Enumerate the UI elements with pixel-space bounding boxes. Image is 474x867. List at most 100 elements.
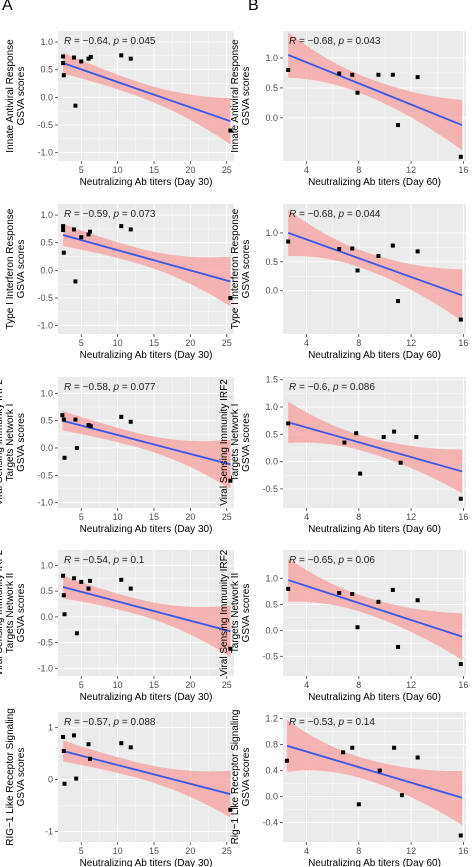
data-point: [286, 586, 291, 591]
y-tick-label: 0.0: [40, 612, 53, 622]
data-point: [79, 235, 84, 240]
x-axis-label: Neutralizing Ab titers (Day 60): [308, 524, 441, 535]
data-point: [286, 239, 291, 244]
data-point: [62, 455, 67, 460]
data-point: [79, 579, 84, 584]
data-point: [61, 61, 66, 66]
data-point: [399, 793, 404, 798]
y-tick-label: -1.0: [37, 321, 53, 331]
y-tick-label: 0.5: [40, 65, 53, 75]
data-point: [73, 279, 78, 284]
correlation-annotation: R = −0.64, p = 0.045: [64, 36, 156, 47]
y-tick-label: 0.0: [40, 443, 53, 453]
x-tick-label: 5: [79, 680, 84, 690]
chart-panel-b-2: 4 8 12 16 0.0 0.5 1.0 R = −0.68, p = 0.044 Neutr…: [230, 204, 468, 361]
y-tick-label: 1.2: [265, 714, 278, 724]
y-tick-label: 0.5: [265, 83, 278, 93]
y-tick-label: 1.0: [265, 228, 278, 238]
regression-line: [287, 421, 463, 473]
data-point: [61, 734, 66, 739]
regression-line: [287, 579, 463, 638]
x-tick-label: 10: [113, 338, 123, 348]
data-point: [72, 576, 76, 581]
data-point: [74, 776, 79, 781]
data-point: [119, 224, 124, 229]
x-tick-label: 15: [149, 512, 159, 522]
data-point: [396, 644, 401, 649]
correlation-annotation: R = −0.68, p = 0.044: [289, 209, 381, 220]
data-point: [228, 807, 233, 812]
data-point: [73, 417, 78, 422]
data-point: [119, 53, 124, 58]
data-point: [392, 429, 397, 434]
panel-letter-a: A: [2, 0, 13, 14]
x-tick-label: 4: [304, 165, 309, 175]
panel-letter-b: B: [248, 0, 259, 14]
x-tick-label: 10: [113, 680, 123, 690]
data-point: [88, 424, 93, 429]
regression-line: [287, 232, 463, 297]
y-axis-label: Innate Antiviral ResponseGSVA scores: [230, 39, 252, 153]
chart-panel-a-4: 5 10 15 20 25 -1.0 -0.5 0.0 0.5 1.0 R = −0.54, p =…: [0, 549, 234, 703]
confidence-band: [288, 209, 463, 322]
x-axis-label: Neutralizing Ab titers (Day 30): [80, 524, 213, 535]
x-tick-label: 8: [356, 846, 361, 856]
x-axis-label: Neutralizing Ab titers (Day 30): [80, 692, 213, 703]
x-tick-label: 12: [406, 165, 416, 175]
x-tick-label: 16: [458, 846, 468, 856]
y-axis-label: Viral Sensing Immunity IRF2Targets Netwo…: [219, 549, 252, 676]
y-tick-label: -0.5: [37, 470, 53, 480]
data-point: [350, 246, 355, 251]
y-tick-label: 0.8: [265, 740, 278, 750]
data-point: [74, 445, 79, 450]
x-tick-label: 5: [79, 338, 84, 348]
correlation-annotation: R = −0.54, p = 0.1: [64, 555, 145, 566]
data-point: [61, 54, 66, 59]
x-tick-label: 12: [406, 512, 416, 522]
correlation-annotation: R = −0.53, p = 0.14: [289, 717, 375, 728]
data-point: [228, 296, 233, 301]
y-tick-label: 0.5: [265, 257, 278, 267]
x-tick-label: 12: [406, 680, 416, 690]
data-point: [358, 471, 363, 476]
data-point: [354, 431, 359, 436]
data-point: [62, 781, 67, 786]
y-axis-label: Type I Interferon ResponseGSVA scores: [5, 208, 27, 329]
data-point: [415, 249, 420, 254]
y-tick-label: 0.0: [40, 265, 53, 275]
x-tick-label: 16: [458, 165, 468, 175]
x-tick-label: 16: [458, 338, 468, 348]
data-point: [72, 55, 76, 60]
y-tick-label: -0.5: [37, 120, 53, 130]
x-tick-label: 15: [149, 680, 159, 690]
y-tick-label: 0.0: [265, 792, 278, 802]
data-point: [61, 749, 66, 753]
data-point: [61, 224, 66, 229]
data-point: [415, 598, 420, 603]
data-point: [398, 460, 403, 465]
x-axis-label: Neutralizing Ab titers (Day 30): [80, 858, 213, 867]
x-axis-label: Neutralizing Ab titers (Day 30): [80, 177, 213, 188]
confidence-band: [63, 52, 231, 145]
data-point: [458, 833, 463, 838]
data-point: [86, 232, 91, 237]
y-tick-label: -1: [45, 827, 53, 837]
data-point: [415, 755, 420, 760]
x-tick-label: 8: [356, 680, 361, 690]
data-point: [61, 417, 66, 422]
data-point: [61, 593, 66, 598]
data-point: [356, 802, 361, 807]
data-point: [88, 756, 92, 761]
data-point: [355, 268, 360, 273]
x-tick-label: 10: [113, 846, 123, 856]
data-point: [228, 478, 233, 483]
data-point: [376, 254, 381, 258]
x-tick-label: 12: [406, 338, 416, 348]
correlation-annotation: R = −0.57, p = 0.088: [64, 717, 156, 728]
y-tick-label: 1.0: [40, 388, 53, 398]
data-point: [60, 413, 65, 418]
chart-panel-b-1: 4 8 12 16 0.0 0.5 1.0 R = −0.68, p = 0.043 Neutr…: [230, 31, 468, 188]
data-point: [286, 67, 291, 72]
y-tick-label: 0.5: [265, 599, 278, 609]
